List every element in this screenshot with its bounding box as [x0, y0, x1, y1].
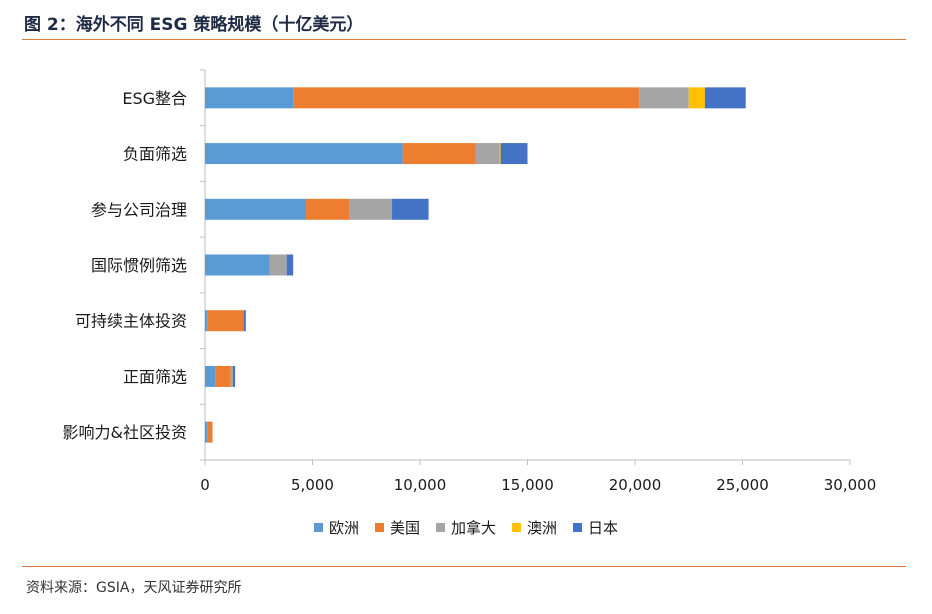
legend-swatch — [573, 523, 583, 532]
bar-segment — [230, 365, 233, 387]
figure-title: 图 2：海外不同 ESG 策略规模（十亿美元） — [24, 15, 364, 35]
bar-segment — [704, 87, 746, 109]
bar-segment — [286, 254, 294, 276]
legend-item: 欧洲 — [313, 517, 359, 538]
labels-layer: 0 5,000 10,000 15,000 20,000 25,000 30,000 ESG整… — [63, 89, 877, 494]
bar-segment — [500, 143, 528, 165]
bars-layer — [205, 87, 746, 443]
legend-swatch — [313, 523, 323, 532]
legend-label: 澳洲 — [527, 519, 558, 537]
category-label: 正面筛选 — [123, 367, 187, 386]
bar-segment — [205, 87, 294, 109]
legend-swatch — [512, 523, 521, 532]
bar-segment — [243, 310, 246, 332]
x-tick-label: 15,000 — [501, 476, 554, 494]
category-label: 参与公司治理 — [91, 200, 187, 219]
bar-segment — [269, 254, 287, 276]
category-label: 负面筛选 — [123, 145, 187, 164]
stacked-bar-chart: 0 5,000 10,000 15,000 20,000 25,000 30,000 ESG整… — [63, 69, 877, 494]
bar-segment — [392, 198, 429, 220]
bar-segment — [207, 421, 213, 443]
source-divider — [22, 566, 906, 567]
bar-segment — [639, 87, 689, 109]
bar-segment — [499, 143, 501, 165]
bar-segment — [688, 87, 705, 109]
bar-segment — [293, 87, 640, 109]
bar-segment — [207, 310, 244, 332]
x-tick-label: 25,000 — [716, 476, 769, 494]
bar-segment — [306, 198, 350, 220]
bar-segment — [205, 365, 216, 387]
bar-segment — [232, 365, 236, 387]
legend-label: 加拿大 — [450, 519, 496, 537]
legend-item: 日本 — [573, 517, 618, 538]
x-tick-label: 0 — [200, 476, 210, 494]
legend-swatch — [435, 523, 445, 532]
category-label: 影响力&社区投资 — [63, 423, 187, 442]
legend-label: 欧洲 — [328, 519, 359, 537]
bar-segment — [349, 198, 393, 220]
bar-segment — [205, 143, 403, 165]
bar-segment — [205, 198, 307, 220]
bar-segment — [205, 421, 208, 443]
x-tick-label: 10,000 — [394, 476, 447, 494]
source-note: 资料来源：GSIA，天风证券研究所 — [26, 580, 242, 596]
legend-label: 美国 — [389, 519, 420, 537]
category-label: 国际惯例筛选 — [91, 256, 187, 275]
legend-item: 加拿大 — [435, 517, 496, 538]
category-label: ESG整合 — [122, 89, 187, 108]
bar-segment — [205, 310, 208, 332]
chart-legend: 欧洲 美国 加拿大 澳洲 日本 — [0, 517, 932, 538]
bar-segment — [402, 143, 476, 165]
bar-segment — [475, 143, 500, 165]
title-divider — [22, 39, 906, 40]
x-tick-label: 5,000 — [291, 476, 334, 494]
x-tick-label: 30,000 — [824, 476, 877, 494]
category-label: 可持续主体投资 — [75, 312, 187, 331]
bar-segment — [215, 365, 231, 387]
x-tick-label: 20,000 — [609, 476, 662, 494]
legend-label: 日本 — [588, 519, 619, 537]
legend-item: 澳洲 — [512, 517, 557, 538]
legend-swatch — [374, 523, 384, 532]
legend-item: 美国 — [374, 517, 420, 538]
bar-segment — [205, 254, 270, 276]
axis-layer — [200, 69, 851, 465]
